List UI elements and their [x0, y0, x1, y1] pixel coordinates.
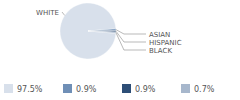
legend-swatch: [122, 84, 131, 93]
slice-label: HISPANIC: [149, 39, 182, 47]
leader-line: [62, 12, 65, 15]
legend-label: 0.9%: [135, 85, 156, 94]
leader-line: [116, 31, 146, 42]
legend-swatch: [181, 84, 190, 93]
pie-slice: [88, 31, 116, 33]
legend-label: 0.9%: [76, 85, 97, 94]
slice-label: WHITE: [36, 9, 59, 17]
chart: WHITE ASIANHISPANICBLACK 97.5% 0.9% 0.9% 0.7%: [0, 0, 240, 100]
legend-swatch: [4, 84, 13, 93]
legend: 97.5% 0.9% 0.9% 0.7%: [4, 84, 215, 94]
slice-label: BLACK: [149, 47, 172, 55]
legend-swatch: [63, 84, 72, 93]
pie: [60, 3, 116, 59]
legend-label: 97.5%: [17, 85, 43, 94]
callouts: WHITE ASIANHISPANICBLACK: [36, 9, 182, 55]
pie-slice: [60, 3, 116, 59]
leader-line: [116, 30, 146, 34]
slice-label: ASIAN: [149, 31, 170, 39]
leader-line: [116, 33, 146, 50]
legend-label: 0.7%: [194, 85, 215, 94]
